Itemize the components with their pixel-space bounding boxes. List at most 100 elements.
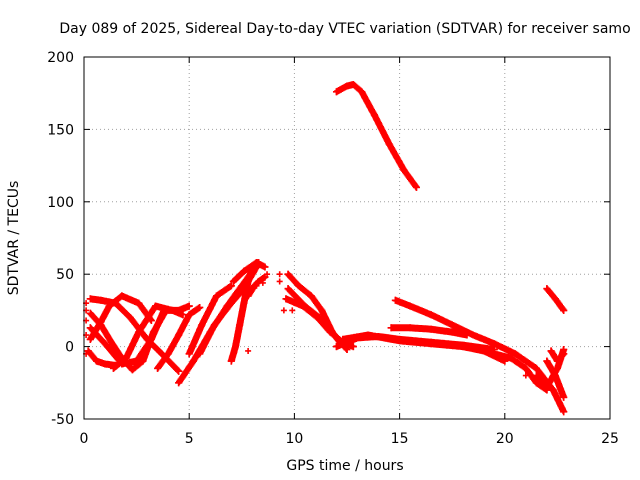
data-point bbox=[244, 277, 252, 285]
data-point bbox=[175, 367, 183, 375]
data-point bbox=[196, 304, 204, 312]
data-point bbox=[227, 299, 235, 307]
data-point bbox=[551, 295, 559, 303]
data-point bbox=[101, 360, 109, 368]
isolated-data-point bbox=[289, 307, 296, 314]
data-point bbox=[101, 340, 109, 348]
data-point bbox=[97, 321, 105, 329]
data-point bbox=[86, 295, 94, 303]
data-point bbox=[128, 366, 136, 374]
series-pass-g bbox=[154, 304, 204, 372]
data-point bbox=[400, 166, 408, 174]
data-point bbox=[370, 111, 378, 119]
plot-frame bbox=[83, 56, 611, 420]
data-point bbox=[175, 331, 183, 339]
series-track-pass-t bbox=[391, 296, 568, 416]
data-point bbox=[295, 282, 303, 290]
data-point bbox=[349, 81, 357, 89]
data-point bbox=[549, 386, 557, 394]
data-point bbox=[236, 321, 244, 329]
isolated-data-point bbox=[276, 278, 283, 285]
isolated-data-point bbox=[253, 282, 260, 289]
data-point bbox=[459, 341, 467, 349]
data-point bbox=[387, 324, 395, 332]
data-point bbox=[175, 379, 183, 387]
data-point bbox=[240, 299, 248, 307]
x-tick-label: 15 bbox=[391, 431, 409, 447]
series-pass-x bbox=[543, 357, 568, 401]
data-point bbox=[179, 311, 187, 319]
data-point bbox=[227, 357, 235, 365]
data-point bbox=[553, 364, 561, 372]
x-axis-label: GPS time / hours bbox=[286, 458, 403, 474]
data-point bbox=[354, 334, 362, 342]
series-pass-f bbox=[109, 302, 187, 372]
data-point bbox=[448, 328, 456, 336]
series-pass-k bbox=[227, 259, 263, 365]
data-point bbox=[332, 343, 340, 351]
isolated-data-point bbox=[280, 307, 287, 314]
data-point bbox=[158, 350, 166, 358]
data-point bbox=[196, 350, 204, 358]
x-tick-label: 0 bbox=[80, 431, 89, 447]
data-point bbox=[551, 372, 559, 380]
data-point bbox=[343, 82, 351, 90]
data-point bbox=[448, 321, 456, 329]
data-point bbox=[284, 270, 292, 278]
data-point bbox=[189, 357, 197, 365]
y-tick-label: 0 bbox=[65, 340, 74, 356]
data-point bbox=[93, 357, 101, 365]
data-point bbox=[244, 292, 252, 300]
data-points bbox=[83, 81, 568, 416]
series-pass-j bbox=[185, 282, 235, 358]
series-pass-r bbox=[332, 332, 498, 353]
data-point bbox=[164, 350, 172, 358]
x-tick-label: 20 bbox=[496, 431, 514, 447]
data-point bbox=[349, 343, 357, 351]
data-point bbox=[532, 379, 540, 387]
data-point bbox=[97, 296, 105, 304]
data-point bbox=[240, 267, 248, 275]
data-point bbox=[149, 328, 157, 336]
data-point bbox=[86, 335, 94, 343]
data-point bbox=[86, 324, 94, 332]
data-point bbox=[332, 88, 340, 96]
data-point bbox=[185, 311, 193, 319]
data-point bbox=[86, 309, 94, 317]
series-pass-l bbox=[229, 259, 269, 285]
data-point bbox=[299, 302, 307, 310]
data-point bbox=[553, 357, 561, 365]
data-point bbox=[107, 338, 115, 346]
data-point bbox=[543, 285, 551, 293]
y-axis-label: SDTVAR / TECUs bbox=[6, 181, 22, 296]
data-point bbox=[385, 140, 393, 148]
data-point bbox=[547, 347, 555, 355]
data-point bbox=[261, 263, 269, 271]
data-point bbox=[210, 321, 218, 329]
data-point bbox=[255, 277, 263, 285]
x-tick-label: 10 bbox=[285, 431, 303, 447]
data-point bbox=[375, 332, 383, 340]
data-point bbox=[490, 340, 498, 348]
series-pass-e bbox=[84, 347, 120, 369]
data-point bbox=[560, 350, 568, 358]
data-point bbox=[307, 292, 315, 300]
series-pass-u bbox=[332, 81, 420, 191]
data-point bbox=[427, 325, 435, 333]
data-point bbox=[231, 343, 239, 351]
isolated-data-point bbox=[245, 347, 252, 354]
data-point bbox=[490, 350, 498, 358]
data-point bbox=[314, 314, 322, 322]
y-tick-label: 150 bbox=[47, 122, 74, 138]
data-point bbox=[396, 335, 404, 343]
data-point bbox=[139, 357, 147, 365]
data-point bbox=[326, 328, 334, 336]
x-tick-label: 25 bbox=[601, 431, 619, 447]
data-point bbox=[560, 306, 568, 314]
data-point bbox=[522, 364, 530, 372]
series-pass-t bbox=[391, 296, 568, 416]
data-point bbox=[543, 383, 551, 391]
data-point bbox=[391, 296, 399, 304]
series-pass-z bbox=[547, 347, 568, 365]
data-point bbox=[185, 302, 193, 310]
